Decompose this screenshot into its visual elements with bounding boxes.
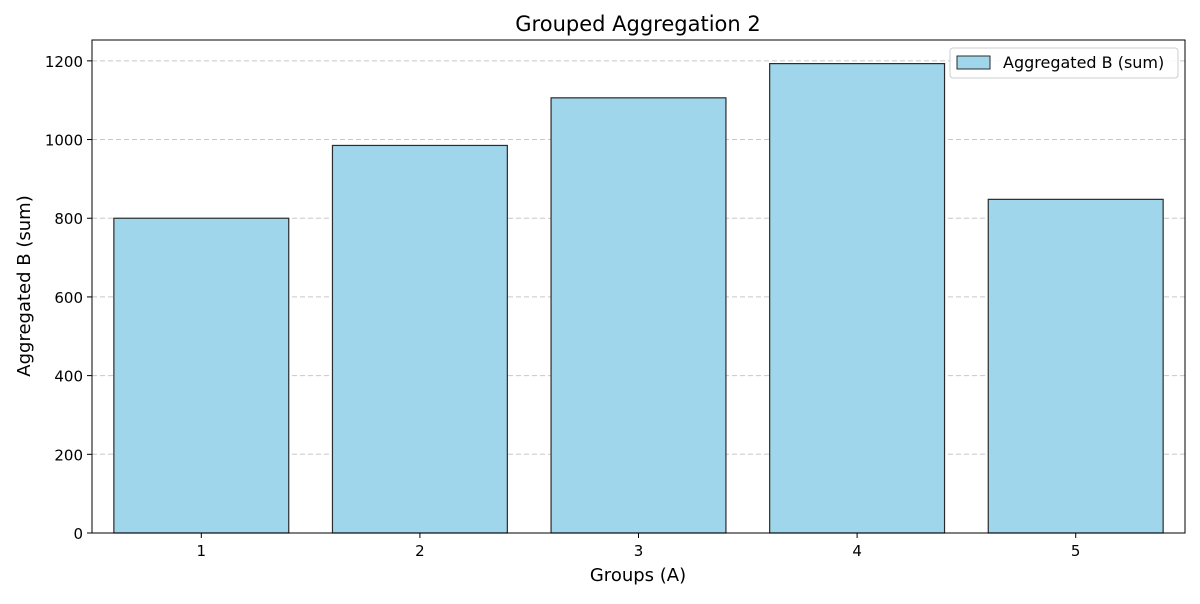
- legend-swatch: [956, 55, 991, 70]
- y-tick-label: 1000: [45, 132, 83, 150]
- legend-box: [949, 47, 1179, 79]
- axes: 0 200 400 600 800 1000 1200 1 2 3 4 5: [45, 39, 1186, 560]
- y-tick-label: 200: [54, 446, 83, 464]
- bar: [987, 198, 1164, 534]
- x-tick-label: 1: [197, 542, 207, 560]
- y-tick-label: 600: [54, 289, 83, 307]
- y-tick-label: 400: [54, 368, 83, 386]
- x-tick-label: 4: [852, 542, 862, 560]
- bar: [113, 217, 290, 534]
- legend-label: Aggregated B (sum): [1003, 53, 1164, 72]
- bar: [550, 97, 727, 534]
- y-axis-label: Aggregated B (sum): [14, 195, 35, 376]
- legend: Aggregated B (sum): [949, 47, 1179, 79]
- bar: [769, 63, 946, 534]
- y-tick-label: 800: [54, 210, 83, 228]
- bars: [113, 63, 1164, 534]
- plot-frame: [91, 39, 1186, 534]
- y-tick-label: 0: [73, 525, 83, 543]
- bar: [331, 144, 508, 534]
- x-tick-label: 5: [1071, 542, 1081, 560]
- x-tick-label: 2: [415, 542, 425, 560]
- x-tick-label: 3: [634, 542, 644, 560]
- y-tick-label: 1200: [45, 53, 83, 71]
- chart-title: Grouped Aggregation 2: [515, 12, 760, 36]
- x-axis-label: Groups (A): [590, 565, 686, 586]
